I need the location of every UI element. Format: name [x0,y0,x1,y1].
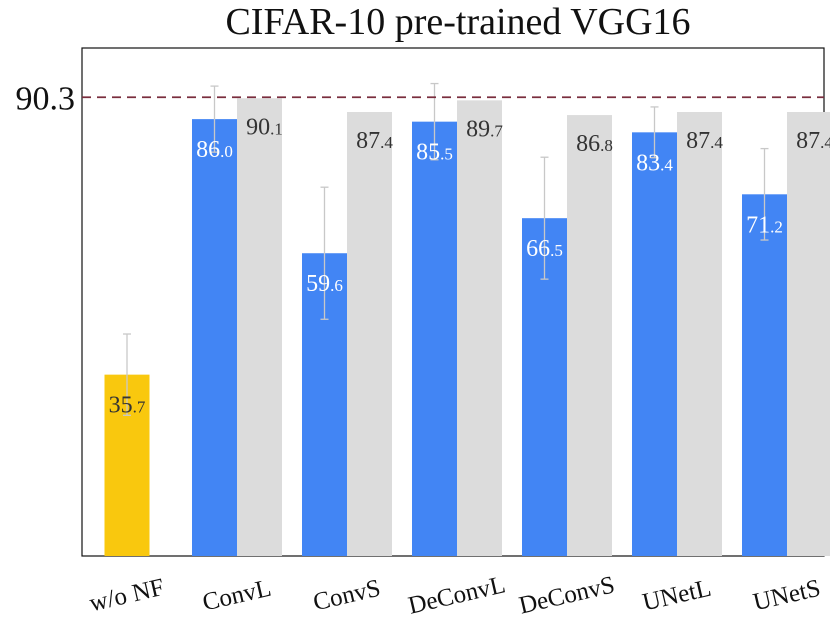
bar-unets [742,194,787,556]
x-tick-label: UNetL [640,575,714,617]
x-tick-label: ConvL [200,575,274,617]
reference-bar-unets [787,112,830,556]
bar-deconvl [412,122,457,556]
reference-bar-convs [347,112,392,556]
reference-bar-unetl [677,112,722,556]
x-tick-label: ConvS [311,575,383,617]
x-tick-label: DeConvL [406,571,508,619]
reference-bar-deconvs [567,115,612,556]
x-tick-label: DeConvS [516,571,617,619]
x-tick-label: w/o NF [87,574,167,617]
reference-bar-deconvl [457,100,502,556]
bar-unetl [632,132,677,556]
x-tick-label: UNetS [751,575,823,617]
reference-bar-convl [237,98,282,556]
bar-convl [192,119,237,556]
chart-title: CIFAR-10 pre-trained VGG16 [225,1,690,43]
y-tick-label-reference: 90.3 [16,80,76,117]
